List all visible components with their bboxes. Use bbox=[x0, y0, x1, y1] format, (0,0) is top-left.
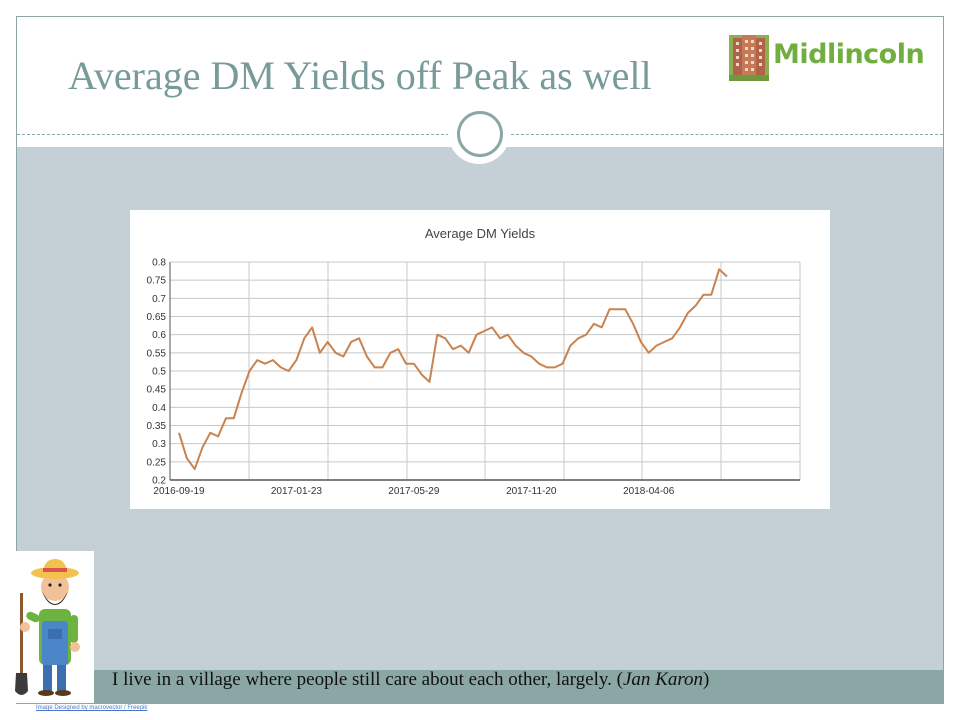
quote-author: Jan Karon bbox=[622, 669, 704, 690]
farmer-icon bbox=[15, 559, 80, 696]
building-icon bbox=[729, 35, 769, 81]
divider-circle-icon bbox=[457, 111, 503, 157]
line-chart: 0.2 0.25 0.3 0.35 0.4 0.45 0.5 0.55 0.6 0.65 0.7 0.… bbox=[147, 258, 801, 497]
y-tick-label: 0.2 bbox=[152, 476, 166, 487]
y-tick-label: 0.45 bbox=[147, 385, 167, 396]
quote-body: I live in a village where people still c… bbox=[112, 669, 623, 690]
slide-title: Average DM Yields off Peak as well bbox=[68, 53, 652, 98]
x-tick-label: 2017-05-29 bbox=[388, 486, 440, 497]
x-tick-label: 2017-11-20 bbox=[506, 486, 557, 497]
x-tick-label: 2018-04-06 bbox=[623, 486, 675, 497]
y-tick-label: 0.5 bbox=[152, 367, 166, 378]
y-tick-label: 0.3 bbox=[152, 439, 166, 450]
midlincoln-logo: Midlincoln bbox=[729, 35, 929, 83]
y-tick-label: 0.4 bbox=[152, 403, 166, 414]
quote-text: I live in a village where people still c… bbox=[112, 669, 709, 691]
y-tick-label: 0.8 bbox=[152, 258, 166, 269]
y-tick-label: 0.25 bbox=[147, 457, 167, 468]
chart-panel: Average DM Yields 0.2 0.25 0.3 0.35 0.4 0.45 0… bbox=[130, 210, 830, 509]
series-line bbox=[178, 268, 728, 471]
y-tick-label: 0.55 bbox=[147, 348, 167, 359]
x-tick-label: 2017-01-23 bbox=[271, 486, 323, 497]
x-tick-label: 2016-09-19 bbox=[153, 486, 205, 497]
y-tick-label: 0.65 bbox=[147, 312, 167, 323]
image-credit-link[interactable]: Image Designed by macrovector / Freepik bbox=[36, 705, 148, 711]
quote-bar bbox=[94, 670, 943, 703]
quote-close: ) bbox=[703, 669, 710, 690]
logo-text: Midlincoln bbox=[773, 39, 925, 70]
y-tick-label: 0.35 bbox=[147, 421, 167, 432]
y-tick-label: 0.7 bbox=[152, 294, 166, 305]
y-tick-label: 0.6 bbox=[152, 330, 166, 341]
chart-title: Average DM Yields bbox=[424, 226, 536, 241]
y-tick-label: 0.75 bbox=[147, 276, 167, 287]
farmer-illustration bbox=[15, 551, 94, 703]
